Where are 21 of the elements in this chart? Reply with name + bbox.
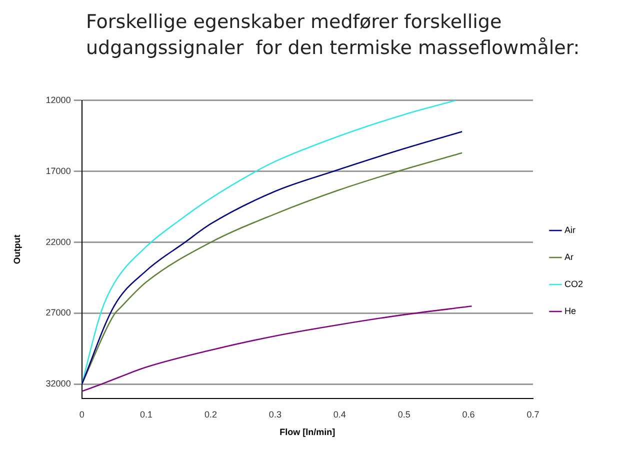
- x-tick-label: 0.6: [462, 409, 475, 420]
- chart-title: Forskellige egenskaber medfører forskellige udgangssignaler for den termiske masseflowmåler:: [85, 10, 581, 61]
- y-tick-label: 12000: [46, 94, 71, 105]
- y-tick-label: 32000: [46, 378, 71, 389]
- x-tick-label: 0.4: [333, 409, 346, 420]
- x-tick-label: 0.2: [204, 409, 217, 420]
- y-tick-label: 22000: [46, 236, 71, 247]
- y-tick-label: 17000: [46, 166, 71, 176]
- legend-label: Air: [564, 224, 576, 235]
- x-tick-label: 0.5: [398, 409, 410, 420]
- legend-label: CO2: [564, 278, 584, 289]
- y-tick-label: 27000: [46, 308, 71, 318]
- y-axis-title: Output: [12, 234, 22, 264]
- line-series: [82, 306, 472, 392]
- x-axis-title: Flow [ln/min]: [280, 427, 336, 438]
- legend-label: He: [564, 306, 576, 316]
- x-tick-label: 0.7: [526, 409, 540, 420]
- x-tick-label: 0.1: [140, 409, 153, 420]
- legend-label: Ar: [564, 252, 574, 262]
- x-tick-label: 0.3: [268, 409, 282, 420]
- x-tick-label: 0: [79, 409, 84, 420]
